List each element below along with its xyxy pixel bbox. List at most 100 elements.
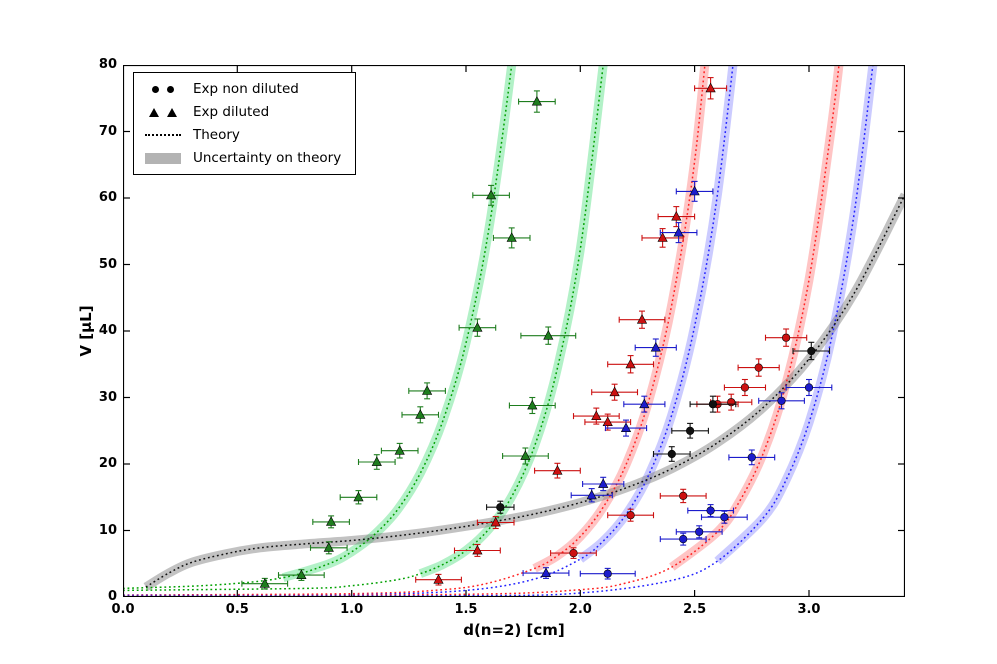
theory-curve-red-steep-1 <box>123 65 706 596</box>
data-point-triangle <box>472 544 483 555</box>
data-point-triangle <box>625 358 636 369</box>
data-point-triangle <box>490 516 501 527</box>
y-tick-label: 0 <box>107 589 117 604</box>
x-tick-label: 2.5 <box>683 602 707 617</box>
data-point-triangle <box>636 314 648 324</box>
data-point-triangle <box>671 210 682 221</box>
theory-curve-blue-steep-1 <box>123 65 734 597</box>
x-tick-label: 2.0 <box>568 602 592 617</box>
plot-canvas <box>123 65 905 597</box>
theory-curve-blue-steep-2 <box>123 65 874 597</box>
data-point-triangle <box>259 578 270 588</box>
series-exp-non-diluted-blue <box>579 378 833 580</box>
data-point-triangle <box>531 95 543 106</box>
data-point-circle <box>685 426 695 435</box>
legend-label: Exp diluted <box>193 104 270 120</box>
gray-band-icon <box>144 152 182 164</box>
series-exp-diluted-green <box>241 90 577 590</box>
legend-entry-non-diluted: Exp non diluted <box>144 81 341 97</box>
data-point-circle <box>804 383 814 392</box>
data-point-circle <box>781 333 791 342</box>
data-point-triangle <box>527 399 538 410</box>
data-point-triangle <box>325 516 337 526</box>
x-tick-label: 1.5 <box>454 602 478 617</box>
data-point-triangle <box>609 386 620 397</box>
data-point-triangle <box>591 410 602 420</box>
legend-label: Uncertainty on theory <box>193 150 342 166</box>
triangle-markers-icon <box>144 107 182 117</box>
data-point-triangle <box>543 330 554 340</box>
legend-label: Exp non diluted <box>193 81 299 97</box>
data-point-triangle <box>650 341 661 352</box>
data-point-triangle <box>657 232 668 242</box>
data-point-circle <box>667 449 676 459</box>
y-tick-label: 80 <box>98 57 117 72</box>
x-tick-label: 3.0 <box>797 602 821 617</box>
data-point-circle <box>695 527 704 536</box>
y-tick-label: 70 <box>98 123 117 139</box>
theory-curve-red-steep-2 <box>123 65 840 597</box>
data-point-triangle <box>371 456 382 466</box>
uncertainty-band-black-flat <box>143 192 905 591</box>
data-point-triangle <box>602 416 613 426</box>
data-point-circle <box>496 503 505 512</box>
uncertainty-band-blue-steep-2 <box>714 65 878 565</box>
data-point-circle <box>679 535 688 544</box>
data-points-layer <box>241 77 833 590</box>
y-tick-label: 50 <box>98 256 117 272</box>
data-point-triangle <box>598 478 609 488</box>
data-point-circle <box>754 363 763 372</box>
data-point-circle <box>679 491 688 501</box>
y-tick-label: 30 <box>98 389 117 405</box>
legend-entry-theory: Theory <box>144 127 341 143</box>
theory-curves-layer <box>123 65 905 597</box>
data-point-circle <box>708 400 718 409</box>
axes-layer <box>123 65 905 597</box>
data-point-triangle <box>689 185 700 196</box>
series-exp-non-diluted-black <box>486 341 831 514</box>
data-point-circle <box>740 383 750 392</box>
x-tick-label: 0.0 <box>111 602 135 617</box>
series-exp-non-diluted-red <box>550 328 808 559</box>
theory-curve-green-steep-1 <box>123 65 513 590</box>
y-tick-label: 60 <box>98 190 117 205</box>
circle-markers-icon <box>144 85 182 93</box>
data-point-triangle <box>639 398 650 409</box>
data-point-triangle <box>586 489 597 500</box>
legend-entry-diluted: Exp diluted <box>144 104 341 120</box>
data-point-circle <box>747 453 756 462</box>
data-point-triangle <box>506 232 517 242</box>
uncertainty-band-green-steep-1 <box>281 65 517 583</box>
data-point-triangle <box>552 465 563 475</box>
x-tick-label: 1.0 <box>340 602 364 617</box>
data-point-triangle <box>323 542 334 552</box>
data-point-triangle <box>705 82 716 93</box>
data-point-triangle <box>485 189 497 200</box>
data-point-circle <box>626 511 635 520</box>
data-point-triangle <box>540 567 552 577</box>
data-point-circle <box>569 549 578 558</box>
y-tick-label: 40 <box>98 323 117 338</box>
theory-curve-black-flat <box>145 194 905 588</box>
y-tick-label: 10 <box>98 522 117 538</box>
data-point-triangle <box>673 226 684 237</box>
data-point-triangle <box>415 409 426 419</box>
data-point-triangle <box>296 569 307 579</box>
plot-area: Exp non diluted Exp diluted Theory Uncer… <box>123 65 905 597</box>
uncertainty-band-blue-steep-1 <box>577 65 738 563</box>
legend: Exp non diluted Exp diluted Theory Uncer… <box>133 72 357 175</box>
data-point-circle <box>727 398 736 407</box>
data-point-triangle <box>353 491 364 502</box>
y-tick-label: 20 <box>98 456 117 471</box>
x-tick-label: 0.5 <box>225 602 249 617</box>
data-point-triangle <box>472 322 483 332</box>
data-point-triangle <box>520 450 531 460</box>
plot-frame <box>123 65 905 597</box>
uncertainty-band-red-steep-2 <box>669 65 844 571</box>
data-point-triangle <box>421 385 433 395</box>
data-point-circle <box>720 513 729 522</box>
legend-label: Theory <box>193 127 240 143</box>
data-point-circle <box>603 569 612 578</box>
data-point-circle <box>807 346 816 356</box>
legend-entry-uncertainty: Uncertainty on theory <box>144 150 341 166</box>
